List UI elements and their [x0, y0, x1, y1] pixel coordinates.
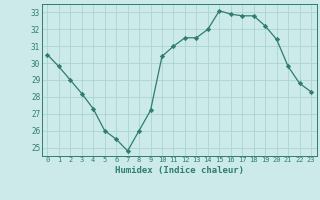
- X-axis label: Humidex (Indice chaleur): Humidex (Indice chaleur): [115, 166, 244, 175]
